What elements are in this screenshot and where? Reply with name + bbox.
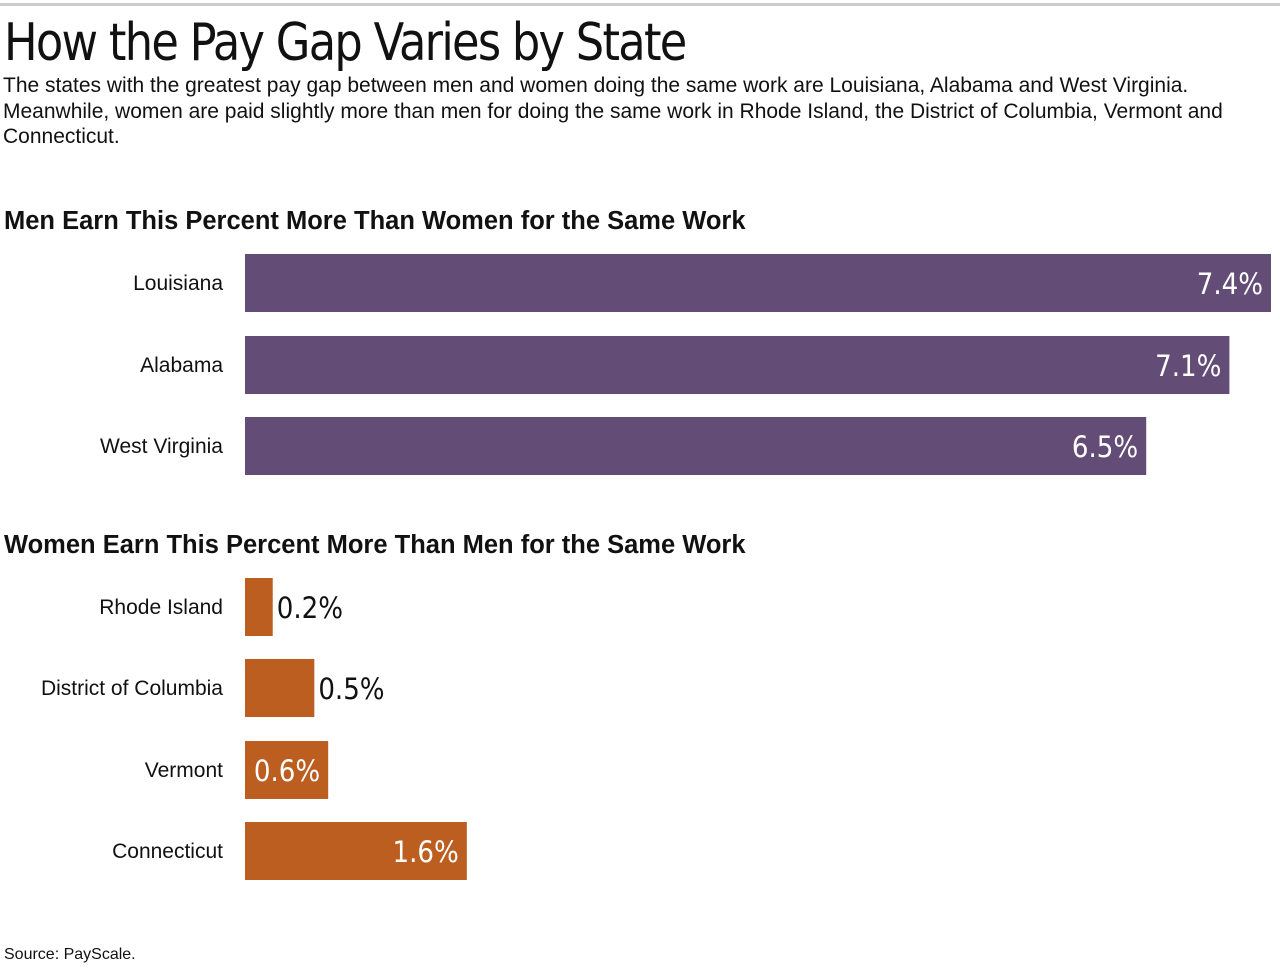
women-bar <box>245 741 329 799</box>
value-label: 1.6% <box>393 835 459 869</box>
men-bar <box>245 254 1271 312</box>
men-chart-title: Men Earn This Percent More Than Women fo… <box>4 207 746 235</box>
category-label: Connecticut <box>112 840 223 863</box>
source-note: Source: PayScale. <box>4 946 136 963</box>
women-chart-title: Women Earn This Percent More Than Men fo… <box>4 531 746 559</box>
top-rule <box>0 3 1280 6</box>
value-label: 7.1% <box>1155 349 1221 383</box>
category-label: Rhode Island <box>99 596 223 619</box>
men-bar <box>245 417 1147 475</box>
category-label: District of Columbia <box>41 677 223 700</box>
women-bar <box>245 578 273 636</box>
category-label: Vermont <box>145 759 223 782</box>
value-label: 0.5% <box>318 672 384 706</box>
page-title: How the Pay Gap Varies by State <box>4 13 687 73</box>
subtitle: The states with the greatest pay gap bet… <box>3 74 1223 148</box>
value-label: 6.5% <box>1072 430 1138 464</box>
men-bar <box>245 336 1230 394</box>
women-bar-chart: Rhode Island 0.2% District of Columbia 0.5%… <box>41 578 467 880</box>
category-label: Alabama <box>140 354 223 377</box>
women-bar <box>245 659 315 717</box>
men-bar-chart: Louisiana 7.4% Alabama 7.1% West Virginia 6.5… <box>100 254 1271 475</box>
category-label: West Virginia <box>100 435 223 458</box>
value-label: 0.6% <box>254 754 320 788</box>
value-label: 7.4% <box>1197 267 1263 301</box>
value-label: 0.2% <box>277 591 343 625</box>
category-label: Louisiana <box>133 272 223 295</box>
women-bar <box>245 822 467 880</box>
